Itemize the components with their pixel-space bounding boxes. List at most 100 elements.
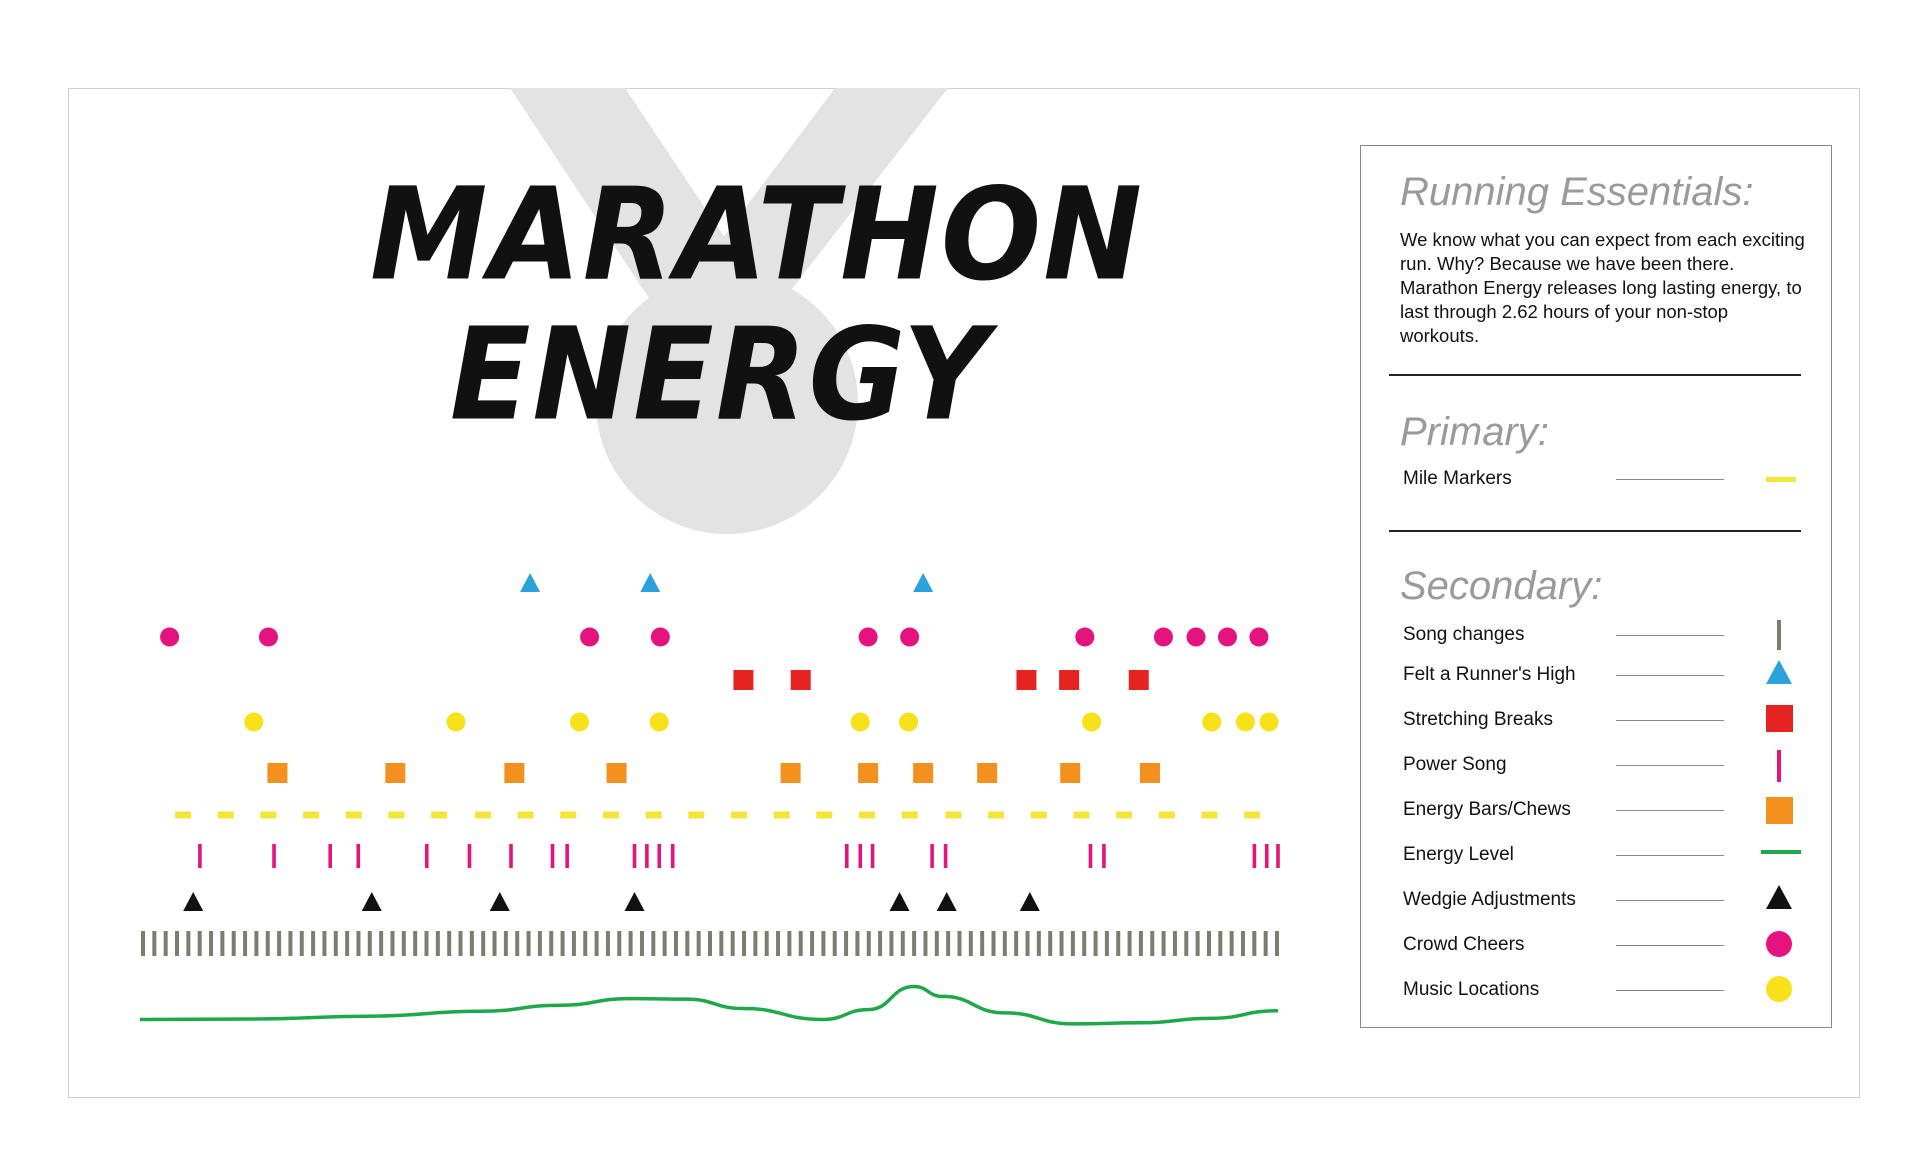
title-line-2: ENERGY <box>449 299 991 449</box>
mile-markers-mark <box>816 811 833 819</box>
power-song-mark <box>632 844 637 868</box>
music-locations-mark <box>1235 712 1255 732</box>
energy-bars-chews-mark <box>913 763 934 783</box>
song-changes-mark <box>628 931 633 956</box>
runners-high-triangle-icon <box>1766 660 1792 684</box>
song-changes-mark <box>481 931 486 956</box>
song-changes-mark <box>889 931 894 956</box>
song-changes-mark <box>821 931 826 956</box>
primary-heading: Primary: <box>1400 410 1549 454</box>
crowd-cheers-mark <box>160 627 180 647</box>
wedgie-adjustments-mark <box>489 892 510 911</box>
song-changes-mark <box>243 931 248 956</box>
song-changes-mark <box>571 931 576 956</box>
mile-markers-mark <box>217 811 234 819</box>
song-changes-mark <box>594 931 599 956</box>
legend-row-stretching-breaks: Stretching Breaks <box>1361 699 1833 743</box>
song-changes-mark <box>1059 931 1064 956</box>
song-changes-mark <box>742 931 747 956</box>
crowd-cheers-mark <box>1217 627 1237 647</box>
mile-markers-mark <box>260 811 277 819</box>
power-song-mark <box>1102 844 1106 868</box>
song-changes-mark <box>311 931 316 956</box>
song-changes-mark <box>163 931 168 956</box>
mile-markers-mark <box>901 811 918 819</box>
mile-markers-mark <box>1073 811 1090 819</box>
stretching-breaks-mark <box>1016 670 1037 690</box>
music-locations-mark <box>649 712 669 732</box>
song-changes-mark <box>1275 931 1279 956</box>
crowd-cheer-circle-icon <box>1766 931 1792 957</box>
song-changes-mark <box>1252 931 1257 956</box>
music-locations-mark <box>446 712 466 732</box>
song-changes-mark <box>1025 931 1030 956</box>
legend-row-mile-markers: Mile Markers <box>1361 458 1833 502</box>
mile-markers-mark <box>517 811 534 819</box>
legend-leader-line <box>1616 810 1724 811</box>
song-changes-mark <box>923 931 928 956</box>
song-changes-mark <box>1229 931 1234 956</box>
song-changes-mark <box>333 931 338 956</box>
song-changes-mark <box>367 931 372 956</box>
song-changes-mark <box>379 931 384 956</box>
title-line-1: MARATHON <box>370 159 1144 309</box>
legend-leader-line <box>1616 945 1724 946</box>
secondary-heading: Secondary: <box>1400 564 1603 608</box>
song-changes-mark <box>855 931 860 956</box>
wedgie-adjustments-mark <box>889 892 910 911</box>
song-changes-mark <box>209 931 214 956</box>
wedgie-adjustments-mark <box>183 892 204 911</box>
song-changes-mark <box>844 931 849 956</box>
power-song-mark <box>272 844 276 868</box>
song-changes-mark <box>390 931 395 956</box>
mile-markers-mark <box>560 811 577 819</box>
song-changes-mark <box>934 931 939 956</box>
power-song-mark <box>1276 844 1280 868</box>
song-changes-mark <box>299 931 304 956</box>
song-changes-mark <box>413 931 418 956</box>
energy-level-line <box>139 984 1279 1026</box>
song-changes-mark <box>1082 931 1087 956</box>
song-changes-mark <box>492 931 497 956</box>
mile-markers-mark <box>1158 811 1175 819</box>
legend-row-crowd-cheers: Crowd Cheers <box>1361 924 1833 968</box>
legend-leader-line <box>1616 990 1724 991</box>
legend-leader-line <box>1616 855 1724 856</box>
wedgie-triangle-icon <box>1766 885 1792 909</box>
song-changes-mark <box>991 931 996 956</box>
song-change-tick-icon <box>1777 620 1781 650</box>
mile-markers-mark <box>175 811 192 819</box>
power-song-mark <box>424 844 429 868</box>
legend-leader-line <box>1616 479 1724 480</box>
power-song-mark <box>356 844 361 868</box>
mile-markers-mark <box>1244 811 1261 819</box>
legend-divider <box>1389 374 1801 376</box>
mile-markers-mark <box>1030 811 1047 819</box>
song-changes-mark <box>730 931 735 956</box>
song-changes-mark <box>878 931 883 956</box>
power-song-mark <box>657 844 662 868</box>
legend-row-song-changes: Song changes <box>1361 614 1833 658</box>
legend-label: Energy Level <box>1403 844 1514 865</box>
stretching-breaks-mark <box>733 670 754 690</box>
crowd-cheers-mark <box>650 627 670 647</box>
legend-label: Mile Markers <box>1403 468 1512 489</box>
song-changes-mark <box>322 931 327 956</box>
song-changes-mark <box>1093 931 1098 956</box>
song-changes-mark <box>1206 931 1211 956</box>
song-changes-mark <box>515 931 520 956</box>
song-changes-mark <box>288 931 293 956</box>
song-changes-mark <box>447 931 452 956</box>
power-song-mark <box>565 844 569 868</box>
song-changes-mark <box>639 931 644 956</box>
song-changes-mark <box>583 931 588 956</box>
song-changes-mark <box>696 931 701 956</box>
song-changes-mark <box>810 931 815 956</box>
legend-leader-line <box>1616 720 1724 721</box>
song-changes-mark <box>787 931 792 956</box>
song-changes-mark <box>424 931 429 956</box>
wedgie-adjustments-mark <box>1019 892 1040 911</box>
song-changes-mark <box>401 931 406 956</box>
mile-markers-mark <box>388 811 405 819</box>
